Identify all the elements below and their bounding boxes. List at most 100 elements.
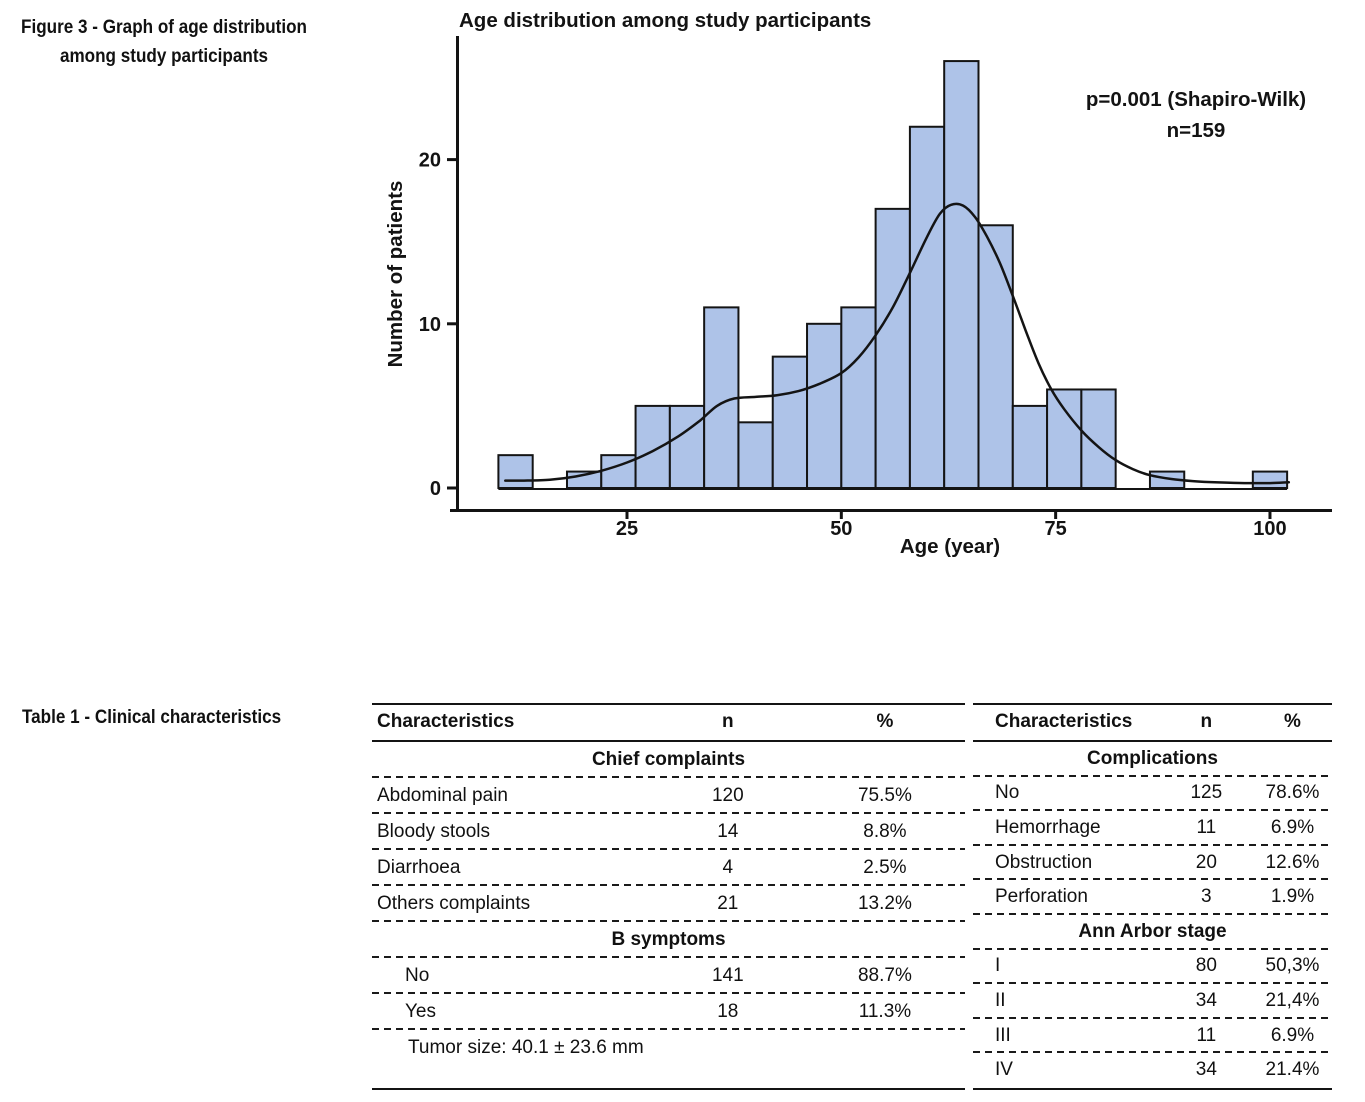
chart-annotation-n: n=159 bbox=[1167, 119, 1226, 142]
row-pct-value: 13.2% bbox=[857, 892, 912, 914]
y-tick-label: 0 bbox=[430, 478, 441, 500]
table-row: Abdominal pain 120 75.5% bbox=[372, 778, 965, 814]
histogram-bar bbox=[977, 224, 1014, 489]
x-axis-title: Age (year) bbox=[900, 535, 1000, 558]
table-row: IV 34 21.4% bbox=[973, 1053, 1332, 1088]
row-pct-value: 75.5% bbox=[857, 784, 912, 806]
table-row: Yes 18 11.3% bbox=[372, 994, 965, 1030]
row-label: III bbox=[995, 1024, 1011, 1046]
row-pct-value: 50,3% bbox=[1265, 955, 1320, 977]
table-caption: Table 1 - Clinical characteristics bbox=[22, 707, 282, 728]
row-n-value: 21 bbox=[717, 892, 739, 914]
section-title-row: Chief complaints bbox=[372, 742, 965, 778]
section-title: Complications bbox=[1087, 747, 1218, 769]
histogram-bar bbox=[806, 322, 843, 489]
table-right-panel: Characteristics n% Complications No 125 78.6%… bbox=[973, 703, 1332, 1090]
density-curve bbox=[504, 202, 1291, 485]
histogram-bar bbox=[1011, 404, 1049, 489]
table-filler bbox=[372, 1066, 965, 1088]
row-pct-value: 11.3% bbox=[858, 1000, 912, 1022]
row-pct-value: 8.8% bbox=[863, 820, 907, 842]
row-n-value: 11 bbox=[1196, 1024, 1217, 1046]
row-label: I bbox=[995, 955, 1001, 977]
row-pct-value: 1.9% bbox=[1270, 886, 1315, 908]
y-axis-title: Number of patients bbox=[384, 181, 407, 368]
histogram-bar bbox=[634, 404, 671, 489]
section-title-row: Complications bbox=[973, 742, 1332, 777]
table-footnote-row: Tumor size: 40.1 ± 23.6 mm bbox=[372, 1030, 965, 1066]
table-row: No 125 78.6% bbox=[973, 776, 1332, 812]
row-pct-value: 21.4% bbox=[1265, 1059, 1320, 1081]
table-row: Obstruction 20 12.6% bbox=[973, 845, 1332, 881]
y-tick-label: 10 bbox=[419, 314, 441, 336]
row-label: No bbox=[405, 964, 430, 986]
row-n-value: 125 bbox=[1190, 782, 1223, 804]
row-n-value: 4 bbox=[722, 856, 734, 878]
table-row: I 80 50,3% bbox=[973, 949, 1332, 985]
row-pct-value: 12.6% bbox=[1265, 851, 1320, 873]
x-tick-label: 75 bbox=[1045, 518, 1067, 540]
figure-caption: Figure 3 - Graph of age distribution amo… bbox=[2, 14, 326, 71]
column-header-pct: % bbox=[876, 711, 894, 733]
row-label: Perforation bbox=[995, 886, 1088, 908]
table-row: Perforation 3 1.9% bbox=[973, 880, 1332, 915]
histogram-bar bbox=[943, 60, 980, 490]
section-title: B symptoms bbox=[611, 928, 726, 950]
table-header-row: Characteristics n% bbox=[973, 705, 1332, 742]
row-pct-value: 88.7% bbox=[857, 964, 912, 986]
histogram-bar bbox=[668, 404, 706, 489]
table-left-panel: Characteristics n% Chief complaints Abdomin… bbox=[372, 703, 965, 1090]
age-distribution-histogram: 0 10 20 25 50 75 100 Age distribution among st… bbox=[384, 9, 1332, 558]
column-header-characteristics: Characteristics bbox=[995, 711, 1133, 733]
row-label: II bbox=[995, 990, 1006, 1011]
histogram-bar bbox=[497, 454, 534, 490]
row-label: Obstruction bbox=[995, 851, 1093, 873]
histogram-bar bbox=[1046, 388, 1083, 490]
table-row: Bloody stools 14 8.8% bbox=[372, 814, 965, 850]
row-n-value: 34 bbox=[1195, 1059, 1217, 1081]
histogram-bar bbox=[908, 125, 946, 489]
row-pct-value: 6.9% bbox=[1270, 1024, 1315, 1046]
row-n-value: 80 bbox=[1195, 955, 1217, 977]
row-label: Abdominal pain bbox=[377, 784, 508, 806]
chart-annotation-p-value: p=0.001 (Shapiro-Wilk) bbox=[1086, 88, 1306, 111]
table-row: III 11 6.9% bbox=[973, 1018, 1332, 1054]
y-tick-label: 20 bbox=[419, 150, 441, 172]
x-tick-label: 25 bbox=[616, 518, 638, 540]
row-pct-value: 6.9% bbox=[1270, 817, 1315, 839]
histogram-bar bbox=[771, 355, 809, 490]
table-row: Others complaints 21 13.2% bbox=[372, 886, 965, 922]
figure-caption-line1: Figure 3 - Graph of age distribution bbox=[21, 17, 307, 38]
table-row: Hemorrhage 11 6.9% bbox=[973, 811, 1332, 846]
row-n-value: 3 bbox=[1201, 886, 1212, 908]
histogram-bar bbox=[737, 421, 774, 490]
row-n-value: 120 bbox=[711, 784, 744, 806]
chart-title: Age distribution among study participant… bbox=[459, 9, 871, 32]
row-label: Yes bbox=[405, 1000, 436, 1022]
row-label: Diarrhoea bbox=[377, 856, 461, 878]
section-title: Ann Arbor stage bbox=[1078, 920, 1227, 942]
histogram-bar bbox=[840, 306, 877, 489]
section-title-row: Ann Arbor stage bbox=[973, 914, 1332, 950]
histogram-bar bbox=[874, 207, 911, 490]
table-row: No 141 88.7% bbox=[372, 958, 965, 994]
row-label: Hemorrhage bbox=[995, 817, 1101, 839]
table-row: II 34 21,4% bbox=[973, 984, 1332, 1019]
column-header-n: n bbox=[1200, 711, 1213, 733]
table-header-row: Characteristics n% bbox=[372, 705, 965, 742]
figure-caption-line2: among study participants bbox=[59, 45, 269, 67]
x-tick-label: 50 bbox=[830, 518, 852, 540]
row-pct-value: 21,4% bbox=[1265, 990, 1320, 1011]
row-n-value: 14 bbox=[717, 820, 739, 842]
column-header-characteristics: Characteristics bbox=[377, 711, 515, 733]
x-tick-label: 100 bbox=[1253, 518, 1286, 540]
clinical-characteristics-table: Characteristics n% Chief complaints Abdomin… bbox=[372, 703, 1332, 1090]
row-pct-value: 2.5% bbox=[863, 856, 907, 878]
table-footnote: Tumor size: 40.1 ± 23.6 mm bbox=[408, 1036, 644, 1058]
row-pct-value: 78.6% bbox=[1265, 782, 1320, 804]
row-n-value: 34 bbox=[1195, 990, 1217, 1011]
column-header-pct: % bbox=[1284, 711, 1301, 733]
row-label: IV bbox=[995, 1059, 1013, 1081]
section-title: Chief complaints bbox=[591, 748, 746, 770]
row-n-value: 20 bbox=[1195, 851, 1217, 873]
